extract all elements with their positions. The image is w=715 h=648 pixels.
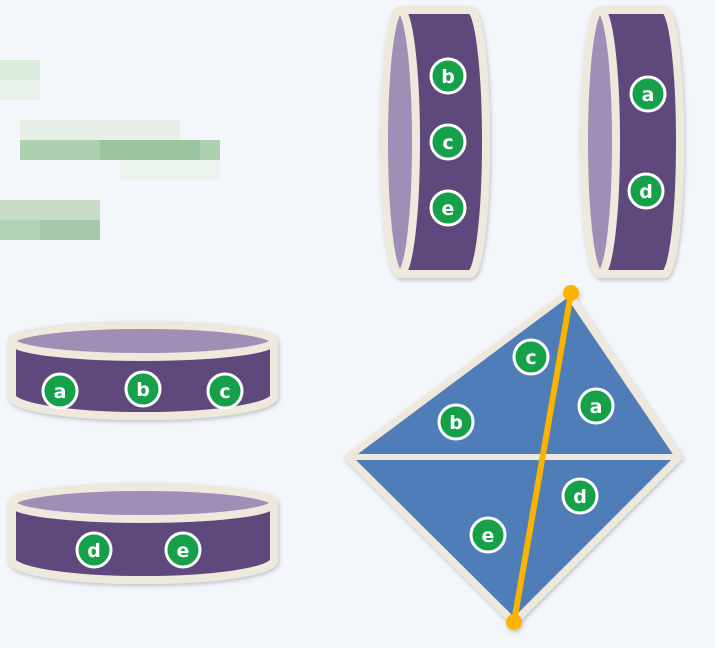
blur-block [0, 80, 40, 100]
badge-v1-0: b [429, 57, 467, 95]
badge-label: b [449, 412, 463, 434]
badge-label: e [177, 540, 190, 562]
badge-v1-2: e [429, 189, 467, 227]
cylinder-end [580, 6, 620, 278]
badge-label: c [219, 381, 230, 403]
cylinder-body [596, 6, 684, 278]
badge-h1-2: c [206, 372, 244, 410]
badge-h1-0: a [41, 372, 79, 410]
badge-diamond-4: e [469, 516, 507, 554]
diagonal-endpoint-top [563, 285, 579, 301]
badge-label: d [573, 486, 587, 508]
diamond-diagonal [511, 290, 574, 625]
badge-label: d [87, 540, 101, 562]
vertical-cylinder-2: a d [580, 6, 684, 278]
badge-label: a [590, 396, 603, 418]
diamond: c a b d e [344, 285, 683, 630]
badge-label: b [136, 379, 150, 401]
blur-block [120, 160, 220, 180]
badge-label: d [639, 181, 653, 203]
cylinder-top [8, 321, 278, 361]
cylinder-top [8, 483, 278, 523]
blur-block [100, 140, 200, 160]
badge-diamond-3: d [561, 477, 599, 515]
blur-block [40, 220, 100, 240]
blurred-text-area [0, 60, 220, 240]
badge-diamond-0: c [512, 338, 550, 376]
badge-v2-0: a [629, 75, 667, 113]
horizontal-cylinder-1: a b c [8, 321, 278, 420]
badge-label: a [54, 381, 67, 403]
horizontal-cylinder-2: d e [8, 483, 278, 584]
blur-block [0, 200, 100, 220]
cylinder-body [8, 499, 278, 584]
badge-v2-1: d [627, 172, 665, 210]
badge-label: e [442, 198, 455, 220]
blur-block [0, 60, 40, 80]
badge-diamond-1: a [577, 387, 615, 425]
badge-label: c [442, 132, 453, 154]
cylinder-end [380, 6, 420, 278]
badge-h2-1: e [164, 531, 202, 569]
badge-label: a [642, 84, 655, 106]
badge-h1-1: b [124, 370, 162, 408]
badge-label: c [525, 347, 536, 369]
badge-v1-1: c [429, 123, 467, 161]
blur-block [20, 120, 180, 140]
badge-diamond-2: b [437, 403, 475, 441]
vertical-cylinder-1: b c e [380, 6, 490, 278]
badge-label: b [441, 66, 455, 88]
badge-h2-0: d [75, 531, 113, 569]
diagonal-endpoint-bottom [506, 614, 522, 630]
badge-label: e [482, 525, 495, 547]
